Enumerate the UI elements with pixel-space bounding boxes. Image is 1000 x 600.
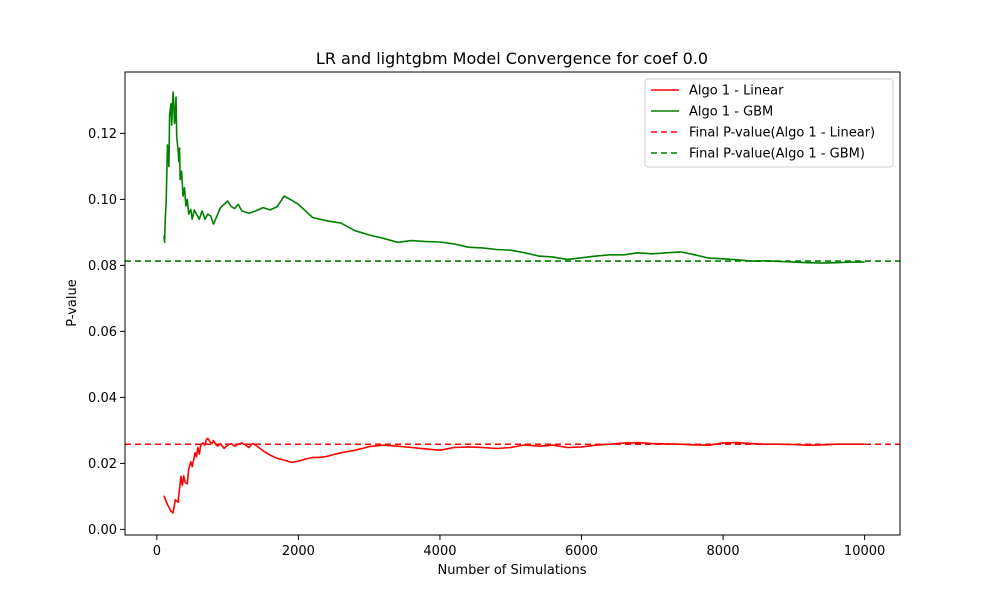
y-tick-label: 0.06 [88,325,117,340]
x-tick-label: 10000 [844,544,885,559]
legend-label-3: Final P-value(Algo 1 - GBM) [689,147,865,162]
y-tick-label: 0.02 [88,457,117,472]
chart-title: LR and lightgbm Model Convergence for co… [316,49,708,68]
reference-lines-layer [125,260,900,446]
legend-items: Algo 1 - Linear Algo 1 - GBM Final P-value… [651,84,875,162]
x-tick-label: 0 [153,544,161,559]
legend-label-1: Algo 1 - GBM [689,105,773,120]
y-tick-label: 0.10 [88,193,117,208]
legend: Algo 1 - Linear Algo 1 - GBM Final P-value… [644,78,894,168]
series-line-0 [163,437,865,514]
series-line-1 [163,91,865,264]
legend-label-0: Algo 1 - Linear [689,84,784,99]
x-tick-label: 2000 [282,544,315,559]
legend-box [644,78,894,168]
legend-label-2: Final P-value(Algo 1 - Linear) [689,126,875,141]
y-axis-label: P-value [65,279,80,326]
x-tick-label: 6000 [565,544,598,559]
y-tick-label: 0.04 [88,391,117,406]
y-tick-label: 0.00 [88,523,117,538]
x-tick-label: 8000 [707,544,740,559]
plot-area-frame [124,71,901,536]
x-tick-label: 4000 [423,544,456,559]
y-tick-label: 0.12 [88,127,117,142]
y-tick-label: 0.08 [88,259,117,274]
x-axis-label: Number of Simulations [437,563,586,578]
y-axis-ticks: 0.00 0.02 0.04 0.06 0.08 0.10 0.12 [88,127,125,538]
series-layer [163,91,865,514]
x-axis-ticks: 0 2000 4000 6000 8000 10000 [153,535,885,559]
